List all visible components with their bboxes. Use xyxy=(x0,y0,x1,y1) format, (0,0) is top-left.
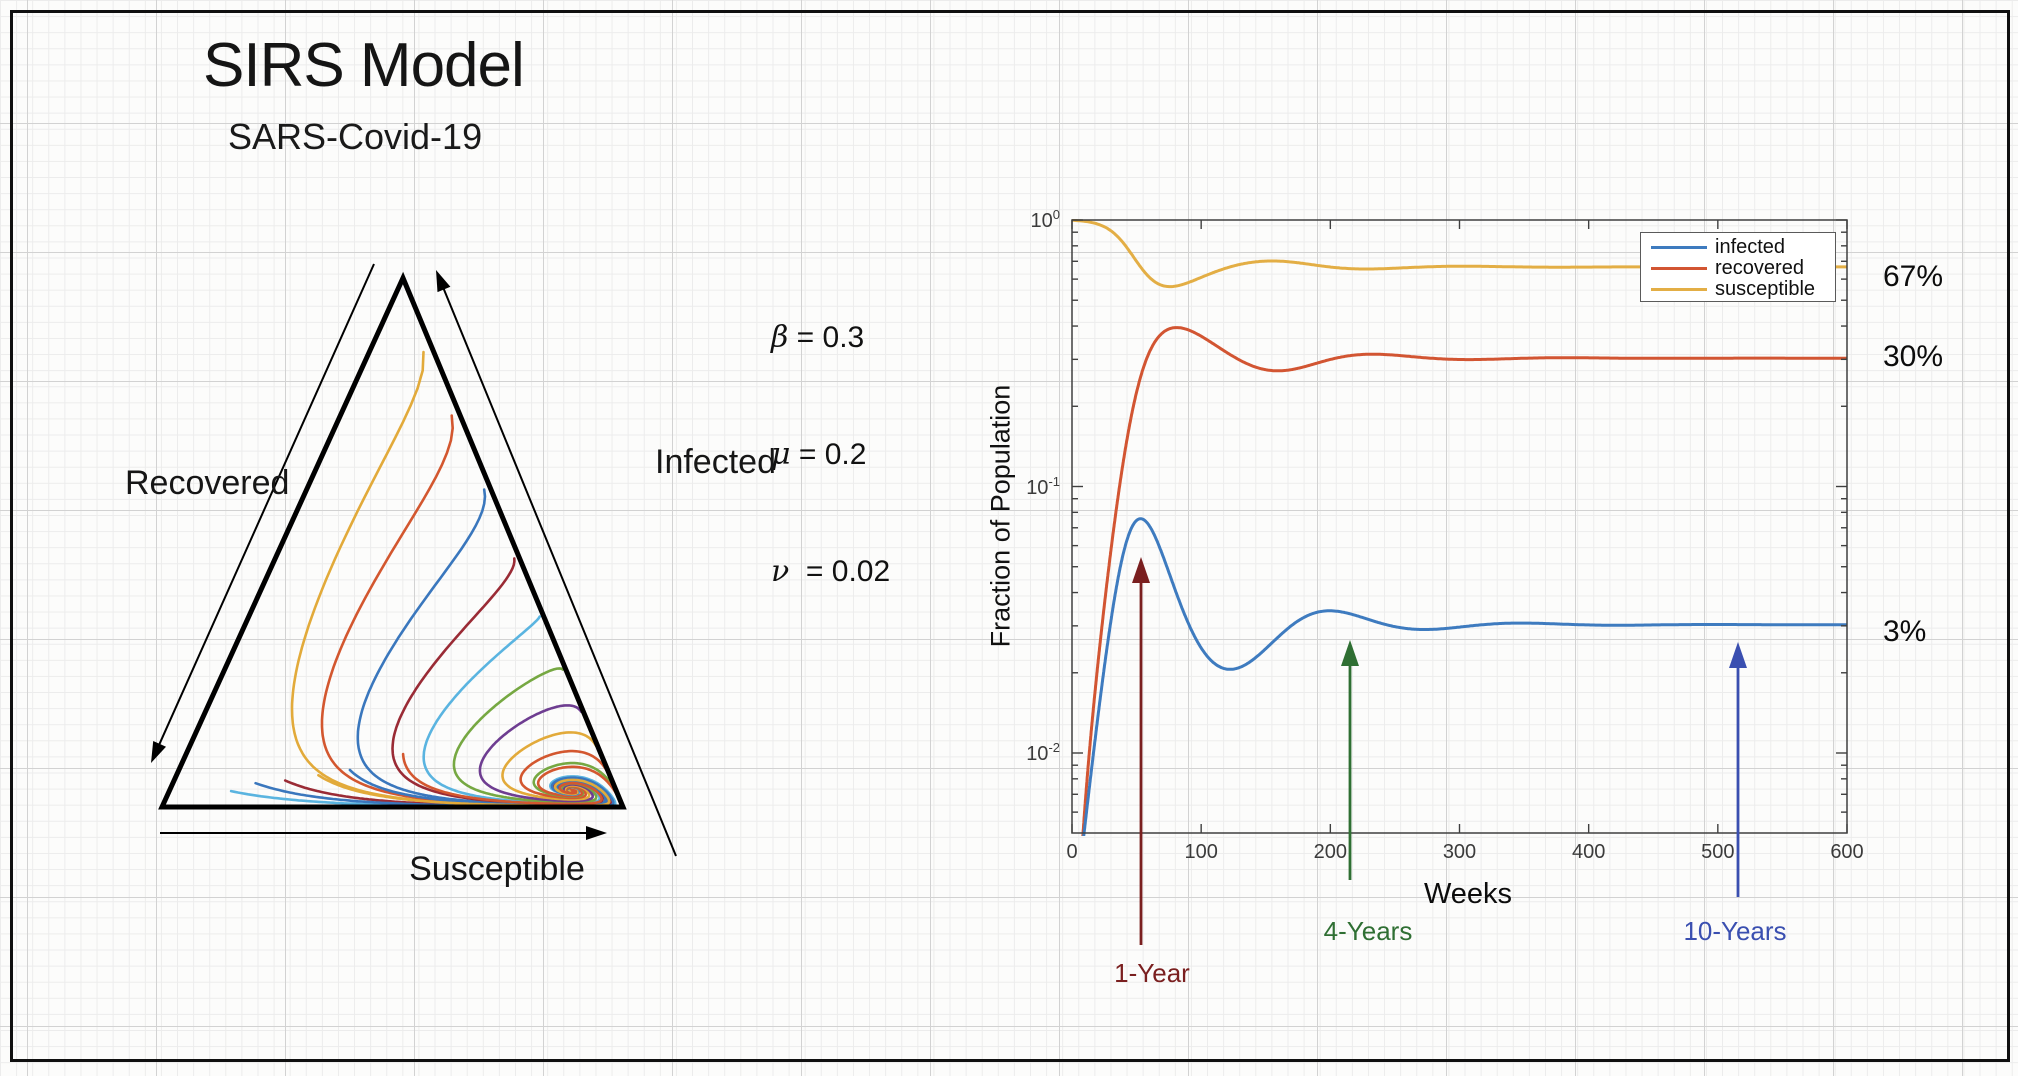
y-tick-label-10e-2: 10-2 xyxy=(1026,740,1060,765)
beta-symbol: β xyxy=(771,320,789,355)
susceptible-axis-arrow-head xyxy=(586,826,607,840)
trajectory-16 xyxy=(401,752,603,806)
trajectory-2 xyxy=(356,488,607,807)
trajectory-5 xyxy=(452,667,598,804)
nu-symbol: ν xyxy=(771,554,790,589)
legend: infected recovered susceptible xyxy=(1640,232,1836,302)
x-tick-label-100: 100 xyxy=(1184,841,1218,863)
trajectory-7 xyxy=(501,731,598,801)
x-tick-label-300: 300 xyxy=(1442,841,1477,863)
x-axis-label: Weeks xyxy=(1423,878,1513,910)
x-tick-label-600: 600 xyxy=(1830,841,1864,863)
legend-row-susceptible: susceptible xyxy=(1651,279,1835,300)
series-group xyxy=(1072,219,1847,836)
x-tick-label-500: 500 xyxy=(1701,841,1735,863)
legend-swatch-infected xyxy=(1651,246,1707,249)
ternary-axis-label-recovered: Recovered xyxy=(125,464,290,502)
simplex-triangle xyxy=(158,271,627,810)
trajectory-10 xyxy=(536,765,623,805)
figure-title: SIRS Model xyxy=(203,31,525,100)
legend-swatch-susceptible xyxy=(1651,288,1707,291)
trajectory-1 xyxy=(320,414,609,807)
model-parameters: β = 0.3 μ = 0.2 ν = 0.02 xyxy=(771,240,890,630)
legend-label-infected: infected xyxy=(1715,236,1786,258)
mu-value: = 0.2 xyxy=(790,438,867,471)
series-infected xyxy=(1082,517,1847,836)
nu-value: = 0.02 xyxy=(789,555,891,588)
ternary-axis-label-infected: Infected xyxy=(655,443,776,481)
annotation-arrowhead-10-Years xyxy=(1729,642,1747,668)
legend-label-recovered: recovered xyxy=(1715,257,1804,279)
legend-swatch-recovered xyxy=(1651,267,1707,270)
annotation-label-10-Years: 10-Years xyxy=(1683,916,1787,946)
annotation-arrowhead-4-Years xyxy=(1341,640,1359,666)
legend-row-infected: infected xyxy=(1651,237,1835,258)
series-recovered xyxy=(1081,326,1847,836)
y-tick-label-10e0: 100 xyxy=(1030,207,1060,232)
legend-row-recovered: recovered xyxy=(1651,258,1835,279)
beta-value: = 0.3 xyxy=(788,321,865,354)
equilibrium-label-3pct: 3% xyxy=(1883,615,1927,648)
annotation-label-1-Year: 1-Year xyxy=(1114,958,1190,988)
equilibrium-label-30pct: 30% xyxy=(1883,340,1944,373)
param-beta: β = 0.3 xyxy=(771,318,890,357)
plot-box xyxy=(1071,219,1848,834)
trajectory-6 xyxy=(478,704,595,803)
x-tick-label-0: 0 xyxy=(1066,841,1078,863)
param-mu: μ = 0.2 xyxy=(771,435,890,474)
x-tick-label-400: 400 xyxy=(1571,841,1606,863)
recovered-axis-arrow-head xyxy=(151,741,166,763)
figure-border xyxy=(10,10,2010,1062)
param-nu: ν = 0.02 xyxy=(771,552,890,591)
axis-ticks xyxy=(1071,219,1848,833)
y-axis-label: Fraction of Population xyxy=(985,384,1016,648)
legend-label-susceptible: susceptible xyxy=(1715,278,1816,300)
y-tick-label-10e-1: 10-1 xyxy=(1026,473,1060,499)
ternary-axis-label-susceptible: Susceptible xyxy=(409,850,585,888)
trajectory-8 xyxy=(519,749,610,800)
infected-axis-arrow-head xyxy=(436,270,451,293)
mu-symbol: μ xyxy=(771,437,791,472)
x-tick-label-200: 200 xyxy=(1313,841,1348,863)
infected-axis-arrow-line xyxy=(440,282,677,857)
annotation-label-4-Years: 4-Years xyxy=(1323,916,1413,946)
equilibrium-label-67pct: 67% xyxy=(1883,260,1944,293)
figure-subtitle: SARS-Covid-19 xyxy=(228,116,483,157)
recovered-axis-arrow-line xyxy=(155,263,375,751)
annotation-arrowhead-1-Year xyxy=(1132,557,1150,583)
